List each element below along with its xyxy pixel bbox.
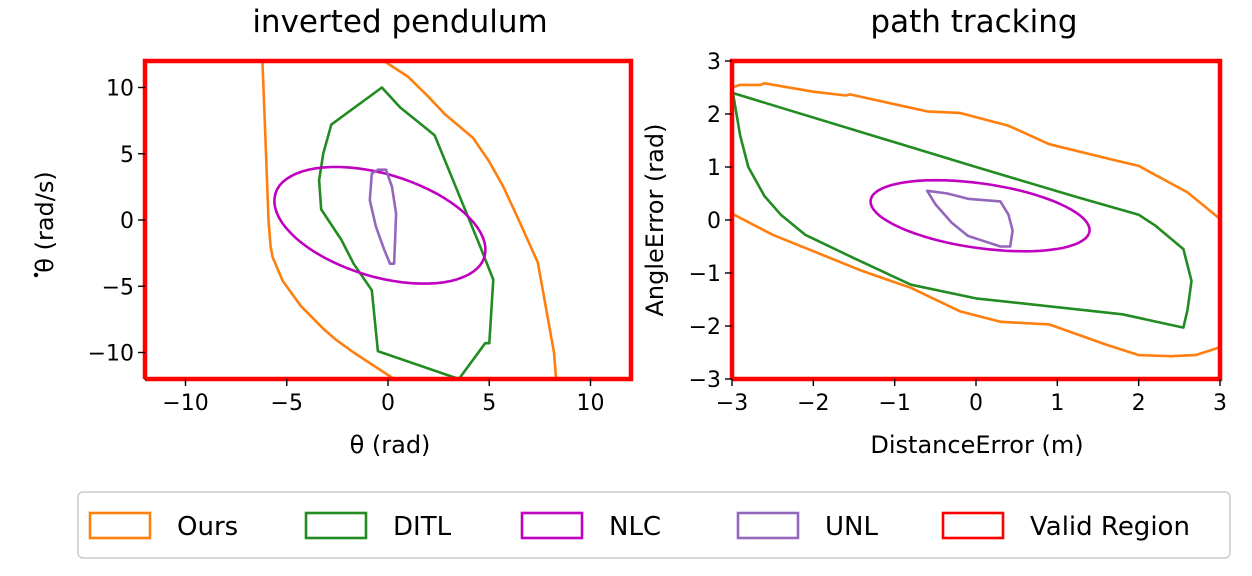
x-tick-label: 2 <box>1132 391 1146 416</box>
chart-inverted-pendulum: inverted pendulum −10 −5 0 5 10 −10 −5 0 5 10 θ (… <box>31 4 634 459</box>
legend: Ours DITL NLC UNL Valid Region <box>77 491 1231 559</box>
y-tick-label: 0 <box>707 209 721 234</box>
legend-label-unl: UNL <box>825 512 878 542</box>
y-tick-label: 10 <box>106 77 134 102</box>
series-unl-line <box>925 189 1014 248</box>
y-tick-label: 0 <box>120 209 134 234</box>
legend-swatch-valid-region <box>941 511 1005 540</box>
x-tick-label: 0 <box>969 391 983 416</box>
y-tick-label: 5 <box>120 143 134 168</box>
series-group <box>261 61 558 379</box>
plot-area: −10 −5 0 5 10 −10 −5 0 5 10 <box>88 58 634 416</box>
legend-frame <box>77 491 1231 559</box>
legend-swatch-ours <box>88 511 152 540</box>
y-tick-label: −10 <box>88 342 134 367</box>
plot-area: −3 −2 −1 0 1 2 3 −3 −2 −1 0 1 2 3 <box>689 50 1227 416</box>
chart-title: path tracking <box>870 4 1077 40</box>
series-ours-segment-2 <box>732 212 1220 358</box>
x-tick-label: 1 <box>1050 391 1064 416</box>
series-ditl-line <box>732 86 1193 329</box>
y-tick-label: 3 <box>707 50 721 75</box>
y-tick-label: −1 <box>689 262 721 287</box>
legend-label-ours: Ours <box>177 512 238 542</box>
x-tick-label: 10 <box>577 391 605 416</box>
chart-path-tracking: path tracking −3 −2 −1 0 1 2 3 −3 −2 −1 0 1 2 3 Dista… <box>641 4 1227 459</box>
series-unl-line <box>368 168 398 266</box>
y-axis-label: AngleError (rad) <box>641 124 669 317</box>
series-ditl-line <box>317 86 495 379</box>
series-ours-segment-2 <box>383 61 558 379</box>
y-axis-label-unit: (rad/s) <box>31 171 59 250</box>
y-tick-label: −3 <box>689 368 721 393</box>
series-ours-segment-1 <box>261 61 395 379</box>
legend-swatch-unl <box>736 511 800 540</box>
legend-swatch-nlc <box>520 511 584 540</box>
x-tick-label: 3 <box>1213 391 1227 416</box>
y-axis-label-dot <box>33 272 39 278</box>
legend-swatch-ditl <box>304 511 368 540</box>
legend-label-valid-region: Valid Region <box>1030 512 1190 542</box>
legend-label-nlc: NLC <box>609 512 661 542</box>
x-tick-label: −1 <box>878 391 910 416</box>
series-ours-segment-1 <box>732 82 1220 220</box>
series-nlc-line <box>273 165 487 285</box>
series-group <box>732 82 1220 358</box>
svg-text:θ (rad/s): θ (rad/s) <box>31 171 59 272</box>
series-valid-region-line <box>142 58 634 382</box>
legend-label-ditl: DITL <box>393 512 452 542</box>
x-tick-label: −3 <box>716 391 748 416</box>
y-tick-label: 2 <box>707 103 721 128</box>
axes-frame <box>144 60 632 380</box>
x-tick-label: −2 <box>797 391 829 416</box>
y-tick-label: 1 <box>707 156 721 181</box>
x-tick-label: −10 <box>162 391 208 416</box>
y-axis-label-symbol: θ <box>31 258 59 273</box>
y-tick-label: −5 <box>102 275 134 300</box>
series-nlc-line <box>869 178 1091 253</box>
chart-title: inverted pendulum <box>252 4 547 40</box>
x-tick-label: 0 <box>381 391 395 416</box>
x-tick-label: −5 <box>271 391 303 416</box>
x-axis-label: DistanceError (m) <box>870 431 1083 459</box>
x-axis-label: θ (rad) <box>350 431 431 459</box>
y-axis-label: θ (rad/s) <box>31 171 59 278</box>
x-tick-label: 5 <box>482 391 496 416</box>
y-tick-label: −2 <box>689 315 721 340</box>
